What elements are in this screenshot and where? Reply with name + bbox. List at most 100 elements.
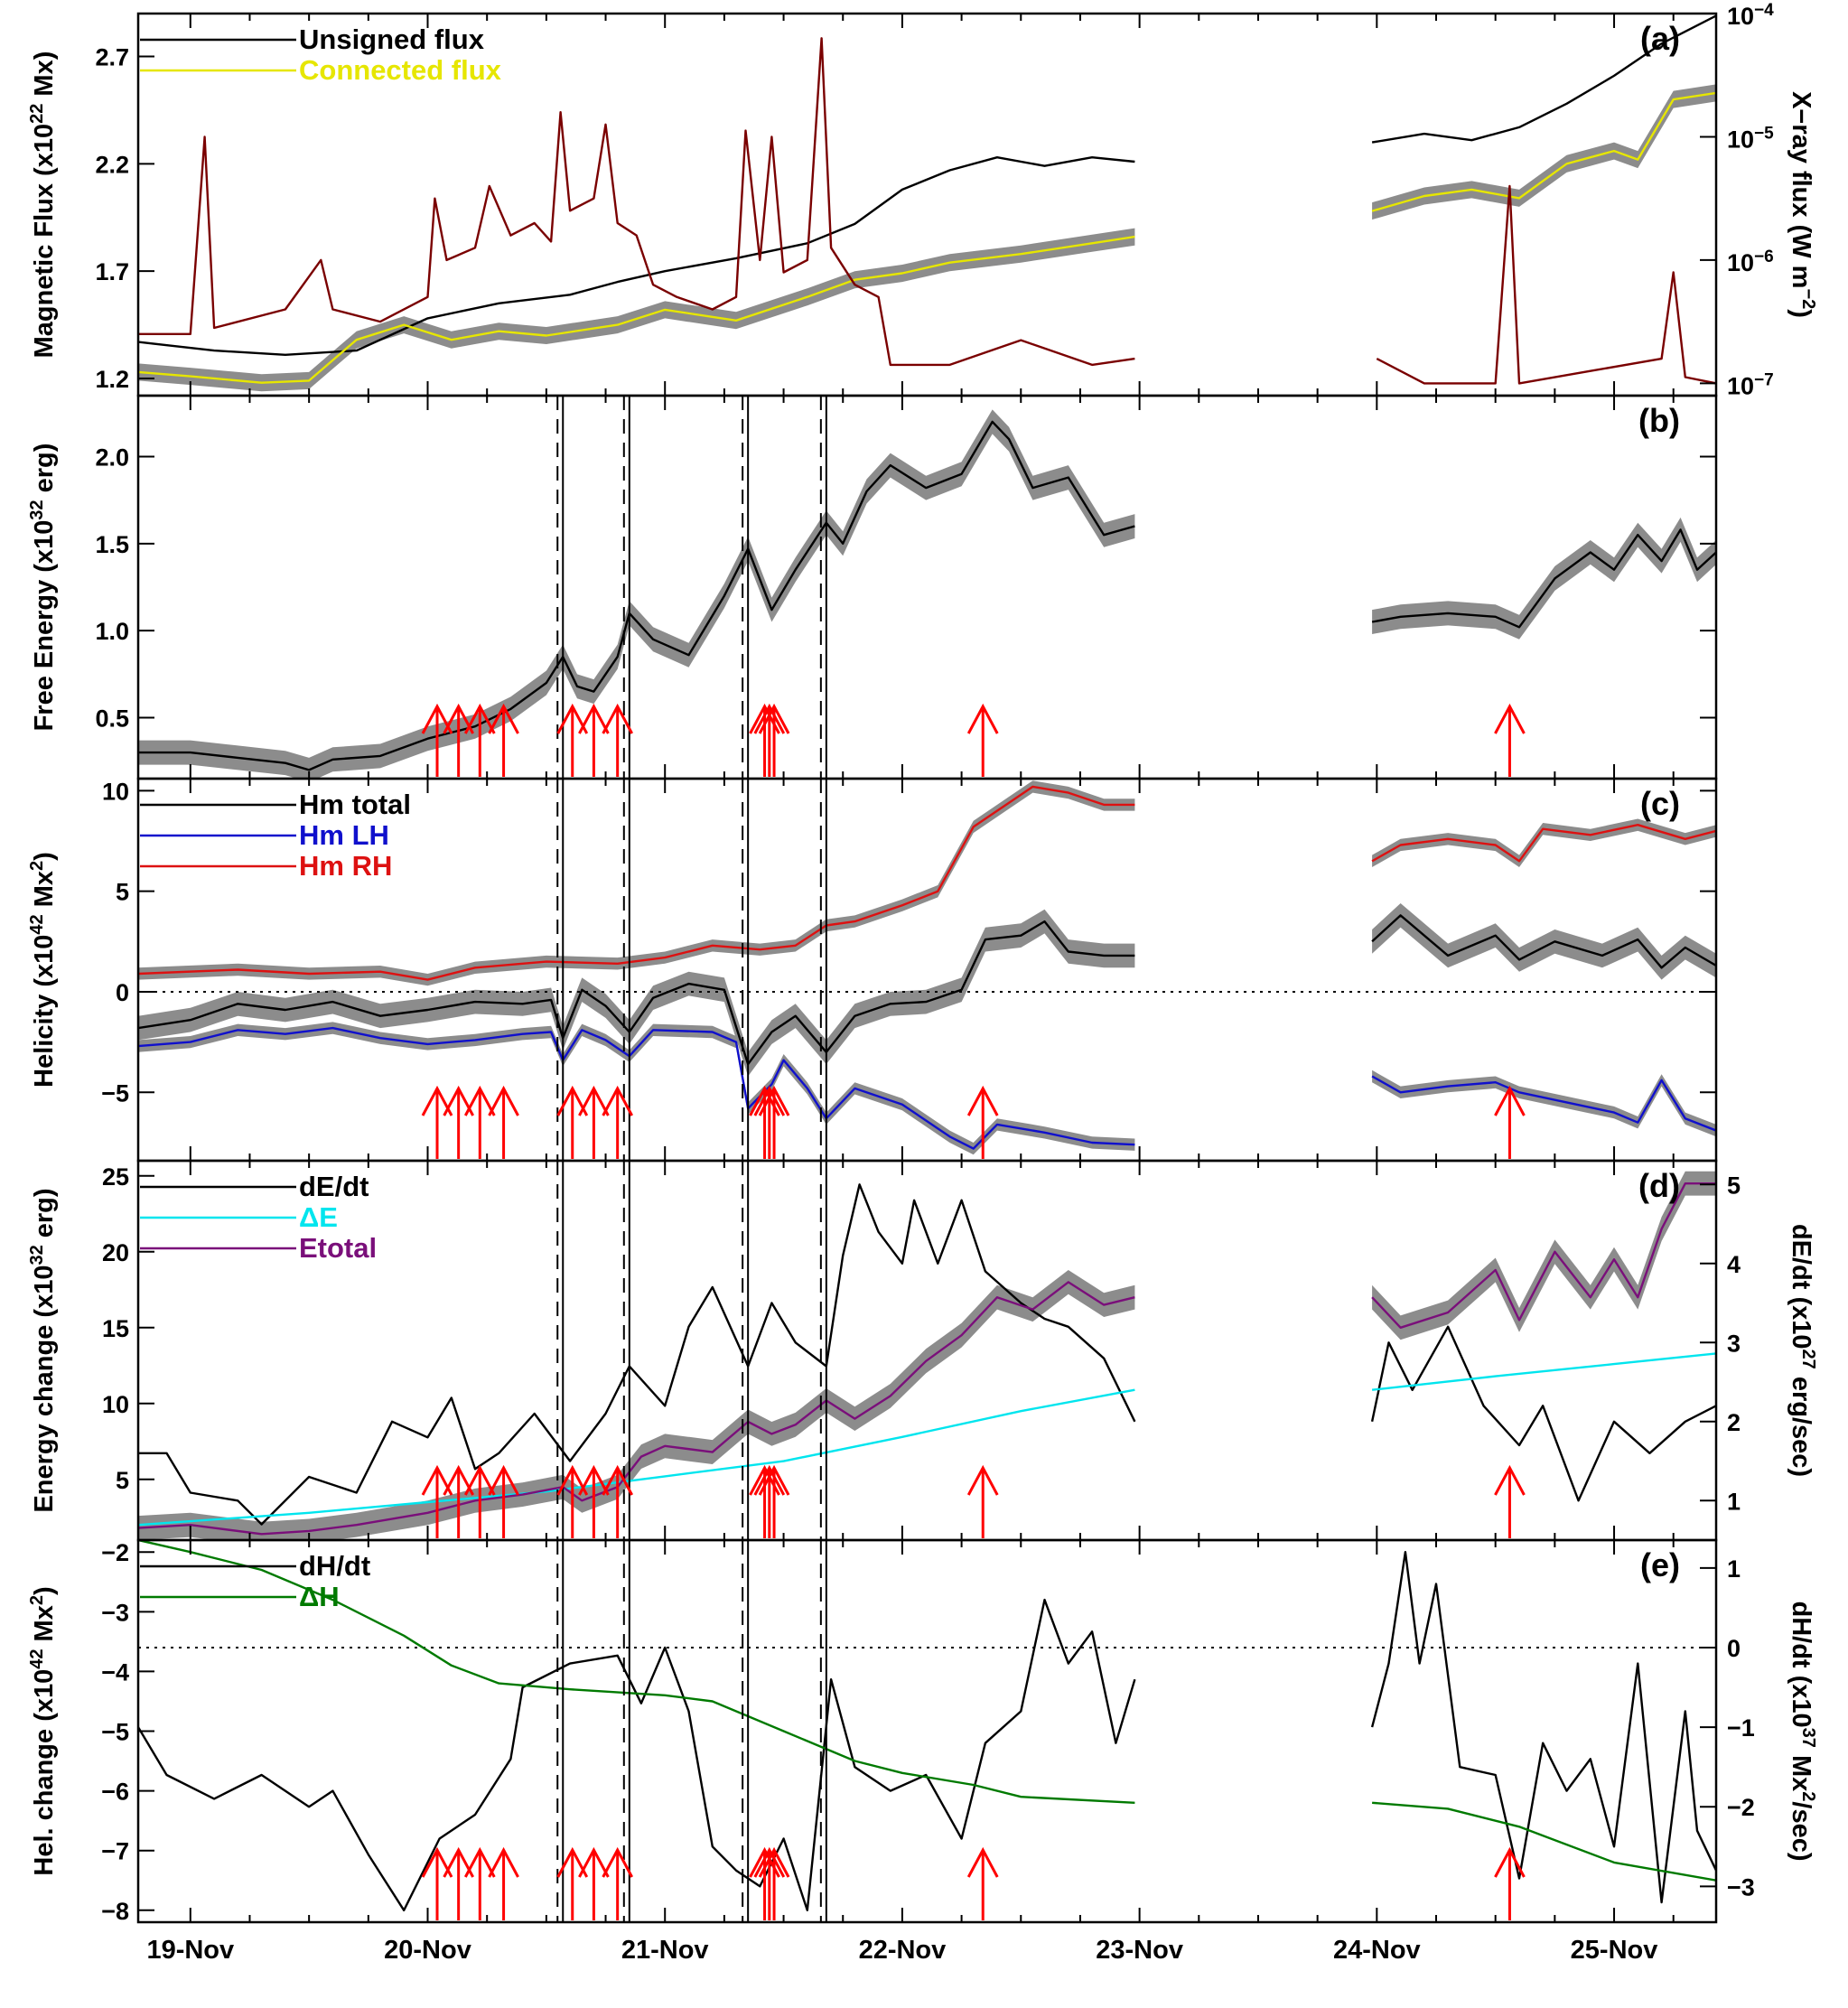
y-left-axis-title-part: Helicity (x10: [30, 935, 59, 1088]
tick-exponent: −4: [1754, 1, 1774, 20]
flare-arrow-head: [578, 1085, 610, 1116]
series-line-x-ray-flux: [138, 37, 1135, 367]
flare-arrow-head: [753, 703, 786, 734]
legend-label: Hm RH: [299, 850, 392, 882]
panel-label: (a): [1640, 20, 1680, 57]
flare-arrow-head: [421, 703, 453, 734]
series-line-de-dt: [138, 1183, 1136, 1526]
legend-label: Hm total: [299, 789, 411, 820]
tick-exponent: −5: [1754, 124, 1774, 143]
y-left-axis-title: Magnetic Flux (x1022 Mx): [27, 51, 59, 359]
legend-label: ΔE: [299, 1201, 338, 1233]
y-left-axis-title: Free Energy (x1032 erg): [27, 444, 59, 732]
y-left-tick-label: 20: [102, 1239, 129, 1266]
x-tick-label: 21-Nov: [621, 1936, 709, 1965]
y-left-tick-label: 25: [102, 1163, 129, 1191]
panel-a-lines: [138, 14, 1716, 385]
y-right-tick-label: 3: [1727, 1330, 1741, 1357]
y-right-tick-label: −1: [1727, 1714, 1755, 1742]
y-right-axis-title: X−ray flux (W m−2): [1787, 91, 1818, 318]
y-left-tick-label: 2.2: [95, 151, 129, 178]
y-left-axis-title-part: erg): [30, 444, 59, 500]
y-left-axis-title: Hel. change (x1042 Mx2): [27, 1586, 59, 1875]
series-band-hm-total: [1372, 903, 1716, 980]
series-line-de-dt: [1370, 1325, 1716, 1502]
y-right-axis-title-part: dE/dt (x10: [1787, 1224, 1815, 1350]
series-line-hm-rh: [1371, 824, 1716, 863]
legend-label: Connected flux: [299, 54, 502, 86]
flare-arrow-head: [556, 1464, 589, 1496]
y-left-tick-label: 15: [102, 1315, 129, 1342]
y-right-axis-title-part: ): [1787, 309, 1815, 318]
series-line-free-energy: [1371, 528, 1716, 629]
flare-arrow-head: [463, 1846, 496, 1878]
legend-label: ΔH: [299, 1581, 340, 1612]
series-line-hm-total: [138, 920, 1135, 1066]
y-left-axis-title-part: Mx): [30, 51, 59, 104]
y-left-tick-label: −2: [101, 1539, 129, 1566]
y-left-tick-label: −5: [101, 1719, 129, 1746]
y-right-tick-label: 10−5: [1727, 124, 1774, 154]
panel-label: (b): [1638, 402, 1680, 439]
series-line-etotal: [1371, 1182, 1716, 1329]
y-left-axis-title-part: Mx: [30, 1605, 59, 1648]
tick-exponent: −6: [1754, 247, 1774, 266]
series-line-x-ray-flux: [1376, 184, 1716, 385]
legend-label: Hm LH: [299, 819, 389, 851]
flare-arrow-head: [602, 703, 633, 734]
y-left-axis-title-part: 22: [27, 104, 47, 124]
series-band-hm-lh: [1372, 1069, 1716, 1137]
series-band-connected-flux: [138, 228, 1135, 392]
y-left-tick-label: −6: [101, 1779, 129, 1806]
y-right-tick-label: 4: [1727, 1251, 1741, 1278]
legend-label: Unsigned flux: [299, 23, 485, 55]
tick-base: 10: [1727, 249, 1754, 276]
flare-arrow-head: [421, 1464, 453, 1496]
y-right-tick-label: 10−7: [1727, 370, 1774, 400]
y-right-tick-label: 1: [1727, 1555, 1741, 1583]
y-right-axis-title-part: −2: [1798, 288, 1818, 309]
flare-arrow-head: [578, 1846, 610, 1878]
panel-label: (e): [1640, 1546, 1680, 1583]
panel-b-bands: [138, 409, 1716, 779]
x-tick-label: 25-Nov: [1571, 1936, 1658, 1965]
legend-label: dE/dt: [299, 1171, 369, 1202]
y-right-axis-title-part: Mx: [1787, 1748, 1815, 1791]
flare-arrow-head: [602, 1464, 633, 1496]
flare-arrow-head: [443, 1846, 474, 1878]
panel-label: (d): [1638, 1167, 1680, 1204]
flare-arrow-head: [1494, 1464, 1526, 1496]
series-band-hm-rh: [138, 780, 1135, 986]
y-left-tick-label: 1.7: [95, 258, 129, 285]
flare-arrow-head: [758, 1846, 790, 1878]
flare-arrow-head: [966, 1846, 999, 1878]
flare-arrow-head: [488, 1464, 519, 1496]
series-line-unsigned-flux: [1371, 14, 1716, 144]
series-line-free-energy: [138, 420, 1135, 771]
y-left-tick-label: −4: [101, 1658, 129, 1686]
flare-arrow-head: [443, 1085, 474, 1116]
series-line-dh-dt: [138, 1598, 1136, 1911]
y-right-tick-label: −2: [1727, 1794, 1755, 1821]
y-left-axis-title-part: Energy change (x10: [30, 1266, 59, 1513]
y-left-axis-title-part: ): [30, 852, 59, 861]
y-left-tick-label: 10: [102, 1391, 129, 1418]
series-band-free-energy: [138, 409, 1135, 779]
flare-arrow-head: [1494, 703, 1526, 734]
series-band-free-energy: [1372, 517, 1716, 640]
y-left-axis-title-part: ): [30, 1586, 59, 1595]
x-tick-label: 23-Nov: [1096, 1936, 1183, 1965]
flare-arrow-head: [602, 1085, 633, 1116]
y-left-tick-label: 5: [116, 1467, 129, 1494]
series-line-hm-rh: [138, 785, 1135, 981]
flare-arrow-head: [966, 1464, 999, 1496]
y-right-tick-label: 1: [1727, 1488, 1741, 1515]
x-tick-label: 20-Nov: [384, 1936, 471, 1965]
panel-d-bands: [138, 1171, 1716, 1540]
flare-arrow-head: [488, 1846, 519, 1878]
flare-arrow-head: [758, 1085, 790, 1116]
y-left-tick-label: 2.0: [95, 444, 129, 471]
flare-arrow-head: [1494, 1085, 1526, 1116]
y-right-axis-title-part: X−ray flux (W m: [1787, 91, 1815, 288]
y-left-tick-label: 1.0: [95, 618, 129, 645]
